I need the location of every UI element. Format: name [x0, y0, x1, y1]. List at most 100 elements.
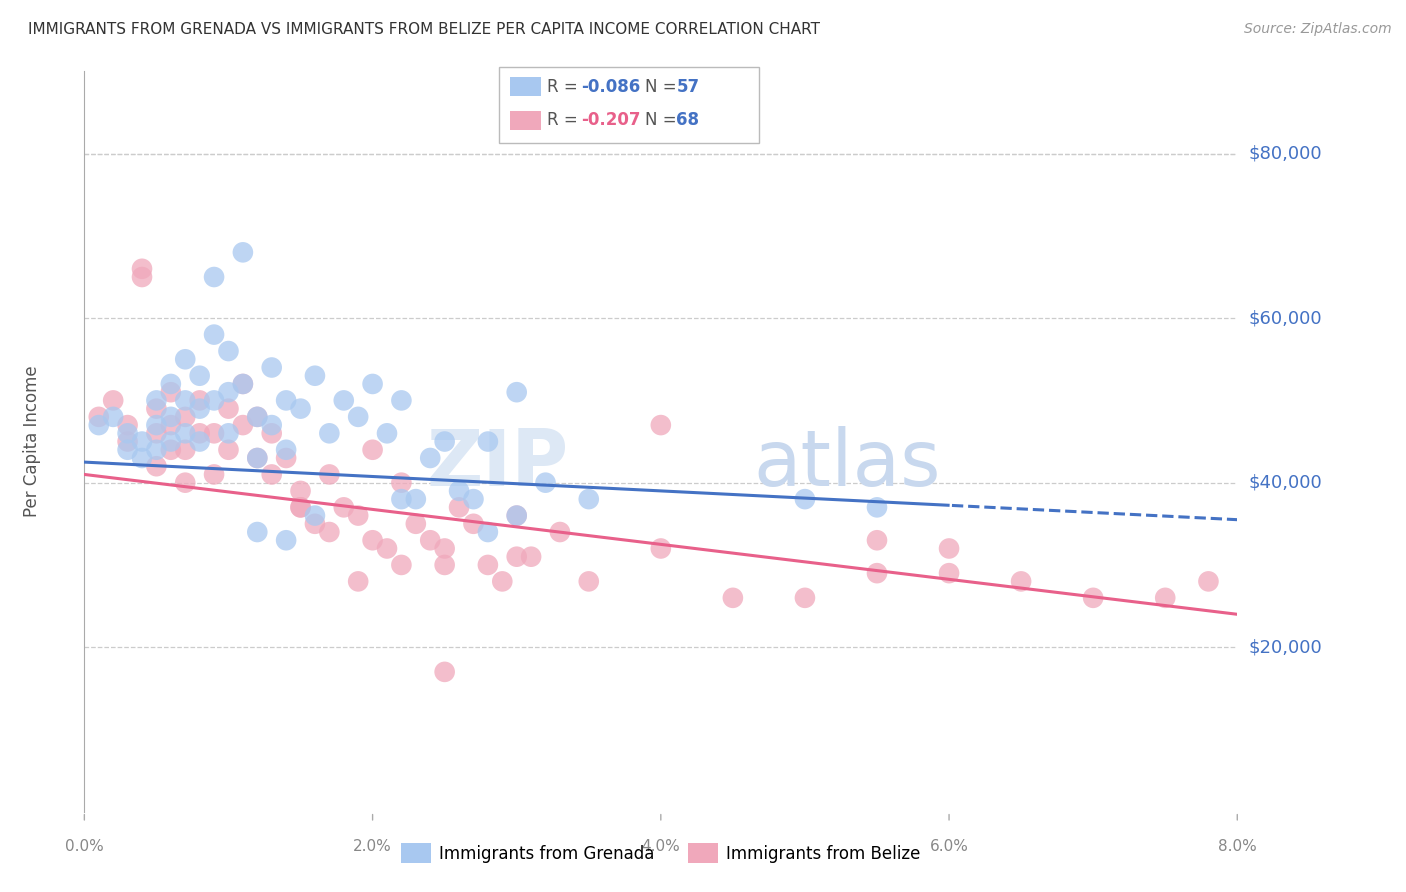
Point: [290, 500, 312, 515]
Point: [246, 409, 269, 424]
Point: [419, 533, 441, 548]
Text: N =: N =: [645, 112, 682, 129]
Text: 0.0%: 0.0%: [65, 839, 104, 855]
Legend: Immigrants from Grenada, Immigrants from Belize: Immigrants from Grenada, Immigrants from…: [394, 837, 928, 870]
Point: [202, 327, 225, 342]
Point: [160, 376, 183, 391]
Point: [174, 409, 197, 424]
Text: 8.0%: 8.0%: [1218, 839, 1257, 855]
Point: [160, 434, 183, 449]
Point: [174, 442, 197, 457]
Point: [506, 385, 529, 400]
Point: [578, 574, 600, 589]
Point: [333, 393, 356, 408]
Point: [650, 541, 672, 556]
Point: [276, 393, 298, 408]
Point: [188, 393, 211, 408]
Point: [260, 426, 283, 441]
Point: [117, 434, 139, 449]
Point: [246, 409, 269, 424]
Point: [145, 401, 167, 416]
Point: [794, 591, 817, 605]
Text: ZIP: ZIP: [426, 425, 568, 502]
Point: [650, 418, 672, 433]
Point: [202, 467, 225, 482]
Point: [347, 574, 370, 589]
Point: [433, 434, 456, 449]
Point: [391, 492, 413, 507]
Point: [246, 450, 269, 465]
Point: [375, 426, 398, 441]
Point: [87, 409, 110, 424]
Point: [1010, 574, 1032, 589]
Point: [290, 500, 312, 515]
Point: [188, 426, 211, 441]
Point: [145, 459, 167, 474]
Text: Source: ZipAtlas.com: Source: ZipAtlas.com: [1244, 22, 1392, 37]
Point: [391, 475, 413, 490]
Point: [506, 508, 529, 523]
Point: [477, 524, 499, 539]
Point: [188, 434, 211, 449]
Point: [794, 492, 817, 507]
Point: [463, 492, 485, 507]
Point: [405, 516, 427, 531]
Point: [520, 549, 543, 564]
Point: [548, 524, 571, 539]
Text: -0.086: -0.086: [581, 78, 640, 95]
Point: [218, 401, 240, 416]
Point: [103, 393, 124, 408]
Point: [188, 401, 211, 416]
Text: R =: R =: [547, 112, 583, 129]
Point: [318, 524, 340, 539]
Text: -0.207: -0.207: [581, 112, 640, 129]
Point: [506, 549, 529, 564]
Point: [131, 270, 153, 285]
Point: [866, 566, 889, 581]
Point: [218, 426, 240, 441]
Point: [202, 270, 225, 285]
Text: Per Capita Income: Per Capita Income: [24, 366, 42, 517]
Point: [347, 409, 370, 424]
Point: [232, 418, 254, 433]
Point: [202, 426, 225, 441]
Point: [290, 483, 312, 498]
Point: [174, 426, 197, 441]
Text: $40,000: $40,000: [1249, 474, 1322, 491]
Text: atlas: atlas: [754, 425, 941, 502]
Point: [463, 516, 485, 531]
Text: N =: N =: [645, 78, 682, 95]
Point: [433, 665, 456, 679]
Point: [318, 426, 340, 441]
Point: [160, 418, 183, 433]
Point: [145, 418, 167, 433]
Point: [938, 566, 960, 581]
Point: [145, 426, 167, 441]
Point: [160, 442, 183, 457]
Point: [491, 574, 513, 589]
Point: [188, 368, 211, 383]
Point: [117, 442, 139, 457]
Point: [391, 558, 413, 572]
Text: 68: 68: [676, 112, 699, 129]
Point: [260, 467, 283, 482]
Text: 6.0%: 6.0%: [929, 839, 969, 855]
Point: [260, 360, 283, 375]
Point: [1083, 591, 1105, 605]
Point: [333, 500, 356, 515]
Text: R =: R =: [547, 78, 583, 95]
Point: [347, 508, 370, 523]
Point: [174, 475, 197, 490]
Text: $60,000: $60,000: [1249, 310, 1322, 327]
Point: [246, 450, 269, 465]
Point: [218, 442, 240, 457]
Point: [246, 524, 269, 539]
Point: [160, 409, 183, 424]
Point: [449, 483, 471, 498]
Point: [131, 261, 153, 276]
Text: IMMIGRANTS FROM GRENADA VS IMMIGRANTS FROM BELIZE PER CAPITA INCOME CORRELATION : IMMIGRANTS FROM GRENADA VS IMMIGRANTS FR…: [28, 22, 820, 37]
Point: [477, 558, 499, 572]
Point: [304, 516, 326, 531]
Point: [433, 558, 456, 572]
Point: [419, 450, 441, 465]
